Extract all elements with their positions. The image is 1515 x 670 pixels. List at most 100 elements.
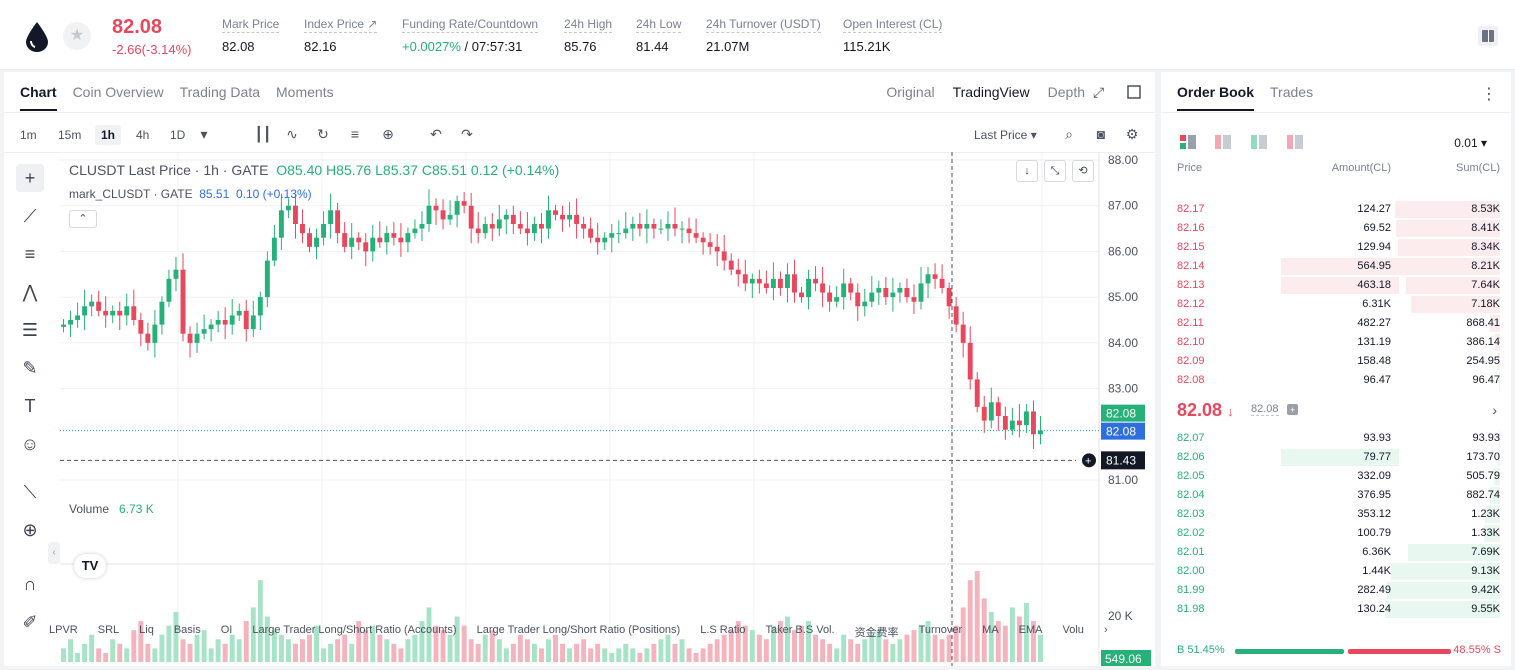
book-icon[interactable] <box>1478 26 1498 46</box>
ask-row[interactable]: 82.09 158.48 254.95 <box>1161 352 1511 371</box>
pencil-lock-icon[interactable]: ✐ <box>22 612 38 632</box>
indicator-tab[interactable]: LPVR <box>49 624 78 636</box>
price-chart[interactable]: 88.0087.0086.0085.0084.0083.0081.0020212… <box>4 152 1155 666</box>
view-tradingview[interactable]: TradingView <box>952 84 1030 100</box>
tab-trading-data[interactable]: Trading Data <box>179 84 261 100</box>
candle-body <box>103 310 109 316</box>
ask-row[interactable]: 82.14 564.95 8.21K <box>1161 257 1511 276</box>
redo-icon[interactable]: ↷ <box>461 126 473 142</box>
pattern-icon[interactable]: ⋀ <box>22 282 38 302</box>
layout-icon[interactable]: ≡ <box>350 126 360 142</box>
ask-row[interactable]: 82.13 463.18 7.64K <box>1161 276 1511 295</box>
bid-row[interactable]: 82.00 1.44K 9.13K <box>1161 562 1511 581</box>
view-trades-icon[interactable] <box>1286 134 1304 150</box>
scroll-down-icon[interactable]: ↓ <box>1016 160 1038 182</box>
ask-row[interactable]: 82.17 124.27 8.53K <box>1161 200 1511 219</box>
indicator-tab[interactable]: 资金费率 <box>854 627 899 639</box>
ruler-icon[interactable]: ⟍ <box>23 482 37 502</box>
indicator-tab[interactable]: Turnover <box>918 624 963 636</box>
gear-icon[interactable]: ⚙ <box>1125 126 1139 142</box>
bid-row[interactable]: 82.05 332.09 505.79 <box>1161 467 1511 486</box>
candle-type-icon[interactable]: ┃┃ <box>254 126 272 142</box>
crosshair-icon[interactable]: + <box>16 164 44 192</box>
indicator-tab[interactable]: MA <box>982 624 999 636</box>
price-type-select[interactable]: Last Price ▾ <box>974 128 1037 142</box>
bid-row[interactable]: 81.99 282.49 9.42K <box>1161 581 1511 600</box>
timeframe-dropdown-icon[interactable]: ▾ <box>200 126 208 142</box>
parallel-lines-icon[interactable]: ≡ <box>24 244 36 264</box>
undo-icon[interactable]: ↶ <box>430 126 442 142</box>
trendline-icon[interactable]: ⟋ <box>23 206 37 226</box>
chevron-right-icon[interactable]: › <box>1103 624 1108 636</box>
ask-row[interactable]: 82.11 482.27 868.41 <box>1161 314 1511 333</box>
tab-chart[interactable]: Chart <box>20 84 57 111</box>
stat-open-interest[interactable]: Open Interest (CL) 115.21K <box>843 17 943 54</box>
precision-select[interactable]: 0.01 ▾ <box>1454 136 1487 150</box>
add-indicator-icon[interactable]: ⊕ <box>382 126 394 142</box>
bid-row[interactable]: 82.04 376.95 882.74 <box>1161 486 1511 505</box>
bid-row[interactable]: 82.07 93.93 93.93 <box>1161 429 1511 448</box>
refresh-icon[interactable]: ↻ <box>317 126 329 142</box>
collapse-icon[interactable]: ⤡ <box>1044 160 1066 182</box>
fullscreen-icon[interactable] <box>1126 84 1142 100</box>
ask-row[interactable]: 82.10 131.19 386.14 <box>1161 333 1511 352</box>
ask-row[interactable]: 82.08 96.47 96.47 <box>1161 371 1511 390</box>
stat-24h-turnover: 24h Turnover (USDT) 21.07M <box>706 17 821 54</box>
view-depth[interactable]: Depth <box>1047 84 1085 100</box>
stat-funding-rate[interactable]: Funding Rate/Countdown +0.0027% / 07:57:… <box>402 17 539 54</box>
timeframe-4h[interactable]: 4h <box>136 128 150 142</box>
row-sum: 868.41 <box>1466 317 1500 329</box>
tab-moments[interactable]: Moments <box>276 84 334 100</box>
view-asks-icon[interactable] <box>1214 134 1232 150</box>
legend-low: 85.37 <box>382 162 418 178</box>
bid-row[interactable]: 82.06 79.77 173.70 <box>1161 448 1511 467</box>
indicator-tab[interactable]: Large Trader Long/Short Ratio (Positions… <box>476 624 681 636</box>
timeframe-15m[interactable]: 15m <box>58 128 82 142</box>
bid-row[interactable]: 82.01 6.36K 7.69K <box>1161 543 1511 562</box>
indicator-tab[interactable]: Taker B.S Vol. <box>765 624 835 636</box>
camera-icon[interactable]: ◙ <box>1096 126 1106 142</box>
text-tool-icon[interactable]: T <box>24 396 36 416</box>
tab-trades[interactable]: Trades <box>1270 84 1314 100</box>
magnet-icon[interactable]: ∩ <box>23 574 37 594</box>
brush-icon[interactable]: ✎ <box>22 358 38 378</box>
indicator-tab[interactable]: Basis <box>173 624 201 636</box>
volume-bar <box>405 639 411 662</box>
indicator-tab[interactable]: SRL <box>97 624 120 636</box>
fib-icon[interactable]: ☰ <box>21 320 39 340</box>
tab-coin-overview[interactable]: Coin Overview <box>72 84 164 100</box>
indicator-tab[interactable]: Large Trader Long/Short Ratio (Accounts) <box>252 624 457 636</box>
indicator-tab[interactable]: L.S Ratio <box>700 624 746 636</box>
view-original[interactable]: Original <box>886 84 935 100</box>
indicator-tab[interactable]: Volu <box>1062 624 1084 636</box>
view-both-icon[interactable] <box>1179 134 1197 150</box>
favorite-star-icon[interactable]: ★ <box>63 22 91 50</box>
indicator-tab[interactable]: Liq <box>139 624 154 636</box>
ask-row[interactable]: 82.16 69.52 8.41K <box>1161 219 1511 238</box>
timeframe-1h[interactable]: 1h <box>95 125 122 145</box>
view-bids-icon[interactable] <box>1250 134 1268 150</box>
reset-icon[interactable]: ⟲ <box>1072 160 1094 182</box>
expand-icon[interactable]: ⤢ <box>1093 84 1105 100</box>
volume-axis-label: 20 K <box>1108 609 1133 623</box>
bid-row[interactable]: 81.98 130.24 9.55K <box>1161 600 1511 619</box>
timeframe-1d[interactable]: 1D <box>170 128 186 142</box>
ask-row[interactable]: 82.12 6.31K 7.18K <box>1161 295 1511 314</box>
emoji-icon[interactable]: ☺ <box>20 434 40 454</box>
chevron-right-icon[interactable]: › <box>1492 402 1497 418</box>
ask-row[interactable]: 82.15 129.94 8.34K <box>1161 238 1511 257</box>
more-menu-icon[interactable]: ⋮ <box>1481 86 1497 103</box>
legend-collapse-button[interactable]: ⌃ <box>69 210 97 228</box>
indicator-tab[interactable]: EMA <box>1018 624 1043 636</box>
bid-row[interactable]: 82.02 100.79 1.33K <box>1161 524 1511 543</box>
timeframe-1m[interactable]: 1m <box>20 128 37 142</box>
zoom-in-icon[interactable]: ⊕ <box>22 520 38 540</box>
indicators-icon[interactable]: ∿ <box>286 126 298 142</box>
indicator-tab[interactable]: OI <box>220 624 233 636</box>
stat-mark-price[interactable]: Mark Price 82.08 <box>222 17 280 54</box>
collapse-left-icon[interactable]: ‹ <box>48 542 60 564</box>
stat-index-price[interactable]: Index Price ↗ 82.16 <box>304 17 378 54</box>
bid-row[interactable]: 82.03 353.12 1.23K <box>1161 505 1511 524</box>
tab-order-book[interactable]: Order Book <box>1177 84 1255 111</box>
search-icon[interactable]: ⌕ <box>1065 126 1073 142</box>
